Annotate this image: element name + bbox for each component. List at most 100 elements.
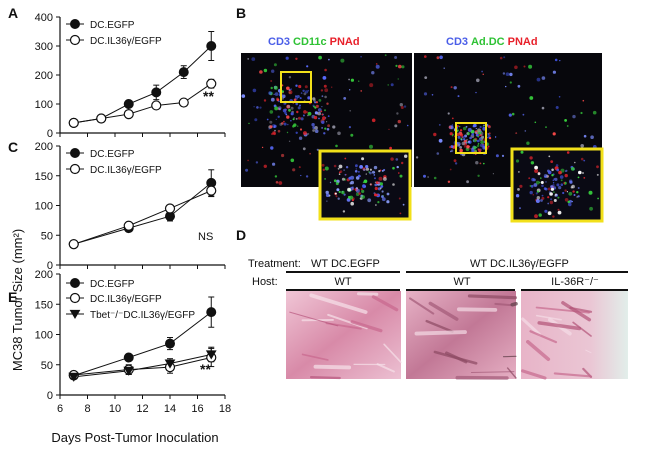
fluorescence-spot [259,70,263,74]
fluorescence-spot [475,131,478,134]
fluorescence-spot [324,178,326,180]
data-point [178,97,189,108]
fluorescence-spot [342,210,346,213]
y-tick-label: 200 [35,70,53,82]
tissue-fiber [414,330,467,336]
data-point [123,366,135,376]
tissue-fiber [309,376,341,380]
fluorescence-spot [304,90,309,94]
fluorescence-spot [577,195,580,198]
x-tick-label: 18 [219,403,231,415]
fluorescence-spot [338,190,341,194]
fluorescence-spot [290,112,294,116]
fluorescence-spot [574,161,576,164]
fluorescence-spot [589,206,593,211]
fluorescence-spot [296,95,300,98]
fluorescence-spot [321,95,324,98]
fluorescence-spot [286,115,290,119]
fluorescence-spot [535,192,538,195]
fluorescence-spot [536,190,540,193]
fluorescence-spot [565,169,568,172]
fluorescence-spot [564,173,568,178]
fluorescence-spot [459,148,463,153]
fluorescence-spot [271,69,275,73]
fluorescence-spot [348,176,352,180]
panel-label-b: B [236,5,246,21]
fluorescence-spot [466,141,468,144]
fluorescence-spot [360,55,362,58]
fluorescence-spot [492,173,494,175]
fluorescence-spot [578,170,582,175]
data-point [206,41,217,51]
fluorescence-spot [423,174,426,178]
fluorescence-spot [328,58,330,61]
fluorescence-spot [424,55,427,58]
fluorescence-spot [377,201,380,204]
fluorescence-spot [518,171,520,173]
data-point [205,350,217,360]
fluorescence-spot [288,140,291,142]
fluorescence-spot [300,174,302,177]
fluorescence-spot [519,207,521,209]
fluorescence-spot [447,180,451,183]
fluorescence-spot [322,116,326,120]
fluorescence-spot [359,165,363,169]
fluorescence-spot [487,136,489,139]
tissue-fiber [535,314,562,321]
fluorescence-spot [483,162,485,165]
fluorescence-spot [570,167,575,171]
fluorescence-spot [361,189,365,193]
fluorescence-spot [544,209,548,213]
fluorescence-spot [344,173,347,176]
fluorescence-spot [400,106,404,109]
tissue-fiber [529,330,558,344]
fluorescence-spot [318,55,322,60]
treatment-label: Treatment: [248,258,301,270]
fluorescence-spot [544,187,548,191]
fluorescence-spot [303,110,307,114]
tissue-fiber [371,295,399,312]
fluorescence-spot [532,194,534,196]
fluorescence-spot [517,84,521,88]
fluorescence-spot [309,152,311,155]
data-point [68,239,79,250]
fluorescence-spot [378,176,383,181]
fluorescence-spot [433,176,437,180]
fluorescence-spot [457,135,461,139]
fluorescence-spot [371,71,375,75]
fluorescence-spot [332,125,336,129]
fluorescence-spot [559,60,561,62]
data-point [68,372,80,382]
fluorescence-spot [306,111,309,114]
fluorescence-spot [297,125,299,127]
fluorescence-spot [334,192,337,195]
fluorescence-spot [252,88,257,93]
fluorescence-spot [363,179,368,184]
fluorescence-spot [347,187,351,192]
fluorescence-spot [287,105,290,108]
fluorescence-spot [339,170,343,173]
fluorescence-spot [558,170,562,175]
fluorescence-spot [268,91,272,95]
fluorescence-spot [241,94,246,98]
fluorescence-spot [302,147,306,151]
data-point [178,67,189,78]
fluorescence-spot [326,121,328,123]
fluorescence-spot [562,191,565,195]
fluorescence-spot [392,166,395,170]
fluorescence-spot [465,125,468,128]
legend-entry: DC.IL36γ/EGFP [90,294,162,305]
tissue-fiber [525,339,551,362]
data-point [68,117,79,128]
fluorescence-spot [299,97,302,100]
fluorescence-spot [259,106,262,109]
fluorescence-spot [556,183,560,187]
fluorescence-spot [573,194,576,196]
x-tick-label: 10 [109,403,121,415]
fluorescence-spot [449,146,452,149]
fluorescence-spot [311,123,315,127]
fluorescence-spot [338,164,343,169]
fluorescence-spot [531,177,535,182]
tissue-fiber [301,353,329,361]
fluorescence-spot [526,141,530,145]
